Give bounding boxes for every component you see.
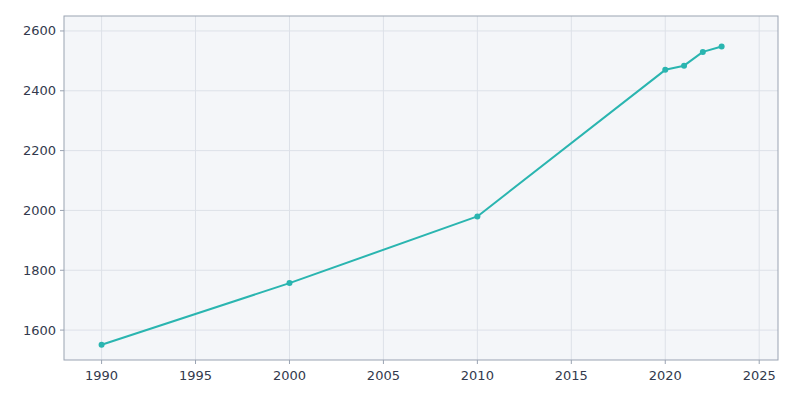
line xyxy=(102,47,722,345)
point xyxy=(474,213,480,219)
x-grid-line xyxy=(571,16,572,360)
y-tick xyxy=(60,270,64,271)
y-tick xyxy=(60,150,64,151)
y-grid-line xyxy=(64,270,778,271)
y-grid-line xyxy=(64,90,778,91)
y-grid-line xyxy=(64,150,778,151)
plot-frame xyxy=(64,16,778,360)
y-tick-label: 2200 xyxy=(23,143,56,158)
y-tick-label: 1800 xyxy=(23,263,56,278)
x-grid-line xyxy=(383,16,384,360)
series xyxy=(99,44,725,348)
x-tick-label: 2020 xyxy=(649,368,682,383)
grid xyxy=(64,16,778,360)
x-tick-label: 2000 xyxy=(273,368,306,383)
x-tick xyxy=(665,360,666,364)
y-grid-line xyxy=(64,210,778,211)
point xyxy=(719,44,725,50)
y-tick-label: 2400 xyxy=(23,83,56,98)
chart-container: 1990 1995 2000 2005 2010 2015 2020 2025 1600 1800… xyxy=(0,0,800,400)
y-tick xyxy=(60,30,64,31)
x-tick xyxy=(571,360,572,364)
x-grid-line xyxy=(195,16,196,360)
x-tick-label: 1995 xyxy=(179,368,212,383)
point xyxy=(99,342,105,348)
x-tick xyxy=(195,360,196,364)
x-tick xyxy=(477,360,478,364)
axes: 1990 1995 2000 2005 2010 2015 2020 2025 1600 1800… xyxy=(23,23,776,383)
x-grid-line xyxy=(759,16,760,360)
x-tick-label: 1990 xyxy=(85,368,118,383)
x-tick xyxy=(383,360,384,364)
point xyxy=(662,67,668,73)
x-grid-line xyxy=(477,16,478,360)
point xyxy=(700,49,706,55)
y-grid-line xyxy=(64,330,778,331)
y-tick-label: 2000 xyxy=(23,203,56,218)
x-grid-line xyxy=(289,16,290,360)
x-tick-label: 2025 xyxy=(743,368,776,383)
chart-svg: 1990 1995 2000 2005 2010 2015 2020 2025 1600 1800… xyxy=(0,0,800,400)
y-tick xyxy=(60,330,64,331)
x-tick-label: 2010 xyxy=(461,368,494,383)
x-tick xyxy=(101,360,102,364)
y-tick-label: 1600 xyxy=(23,323,56,338)
plot-background xyxy=(64,16,778,360)
y-tick xyxy=(60,210,64,211)
x-grid-line xyxy=(101,16,102,360)
y-tick-label: 2600 xyxy=(23,23,56,38)
point xyxy=(681,63,687,69)
x-tick xyxy=(289,360,290,364)
x-tick-label: 2015 xyxy=(555,368,588,383)
y-tick xyxy=(60,90,64,91)
point xyxy=(286,280,292,286)
x-tick-label: 2005 xyxy=(367,368,400,383)
y-grid-line xyxy=(64,30,778,31)
x-tick xyxy=(759,360,760,364)
